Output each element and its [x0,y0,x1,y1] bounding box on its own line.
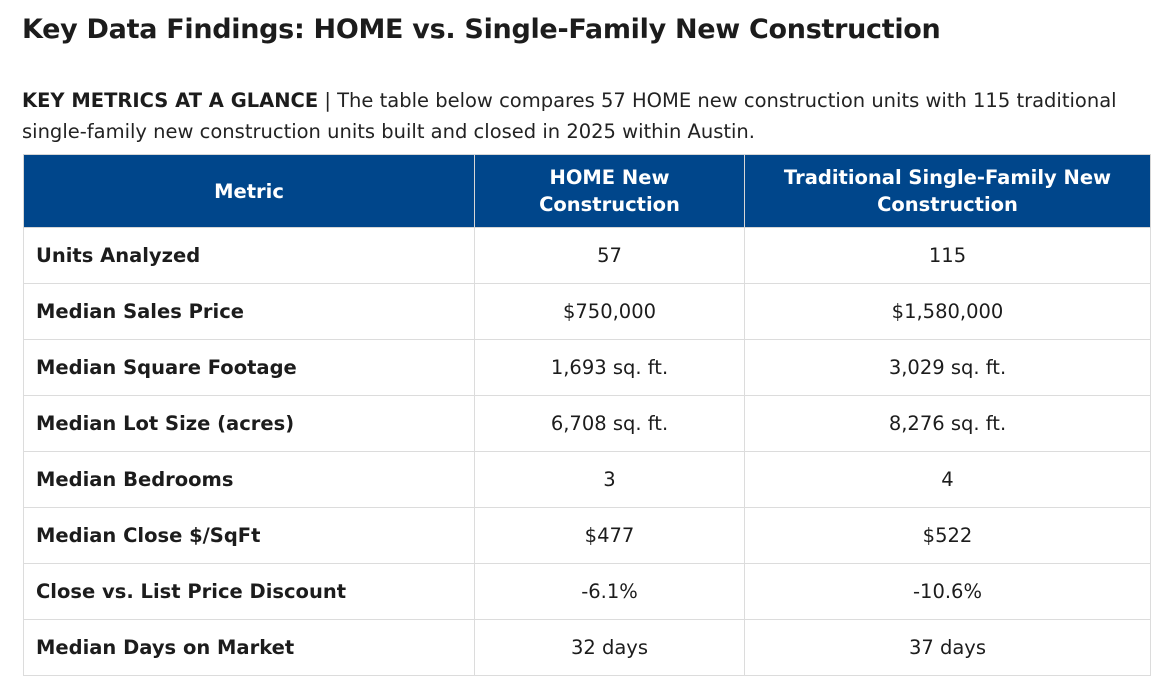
table-row: Median Bedrooms 3 4 [23,451,1151,508]
header-traditional-new-construction: Traditional Single-Family New Constructi… [744,154,1151,228]
table-row: Median Days on Market 32 days 37 days [23,619,1151,676]
metric-label: Median Sales Price [23,283,475,340]
home-value: 1,693 sq. ft. [474,339,745,396]
table-row: Median Square Footage 1,693 sq. ft. 3,02… [23,339,1151,396]
home-value: $477 [474,507,745,564]
metric-label: Close vs. List Price Discount [23,563,475,620]
traditional-value: $1,580,000 [744,283,1151,340]
table-header-row: Metric HOME New Construction Traditional… [23,154,1151,228]
table-row: Close vs. List Price Discount -6.1% -10.… [23,563,1151,620]
traditional-value: -10.6% [744,563,1151,620]
metric-label: Median Days on Market [23,619,475,676]
traditional-value: 4 [744,451,1151,508]
home-value: 32 days [474,619,745,676]
metric-label: Median Square Footage [23,339,475,396]
page-title: Key Data Findings: HOME vs. Single-Famil… [22,14,941,45]
home-value: $750,000 [474,283,745,340]
header-home-new-construction: HOME New Construction [474,154,745,228]
metric-label: Median Lot Size (acres) [23,395,475,452]
table-row: Median Lot Size (acres) 6,708 sq. ft. 8,… [23,395,1151,452]
table-row: Units Analyzed 57 115 [23,227,1151,284]
intro-text: The table below compares 57 HOME new con… [22,89,1117,143]
metrics-table: Metric HOME New Construction Traditional… [23,154,1151,676]
metric-label: Median Bedrooms [23,451,475,508]
intro-separator: | [318,89,338,112]
intro-paragraph: KEY METRICS AT A GLANCE | The table belo… [22,85,1162,147]
home-value: -6.1% [474,563,745,620]
table-row: Median Sales Price $750,000 $1,580,000 [23,283,1151,340]
metric-label: Median Close $/SqFt [23,507,475,564]
traditional-value: 115 [744,227,1151,284]
home-value: 57 [474,227,745,284]
metric-label: Units Analyzed [23,227,475,284]
home-value: 6,708 sq. ft. [474,395,745,452]
traditional-value: 3,029 sq. ft. [744,339,1151,396]
traditional-value: 8,276 sq. ft. [744,395,1151,452]
header-metric: Metric [23,154,475,228]
traditional-value: 37 days [744,619,1151,676]
home-value: 3 [474,451,745,508]
traditional-value: $522 [744,507,1151,564]
table-row: Median Close $/SqFt $477 $522 [23,507,1151,564]
intro-lead: KEY METRICS AT A GLANCE [22,89,319,112]
